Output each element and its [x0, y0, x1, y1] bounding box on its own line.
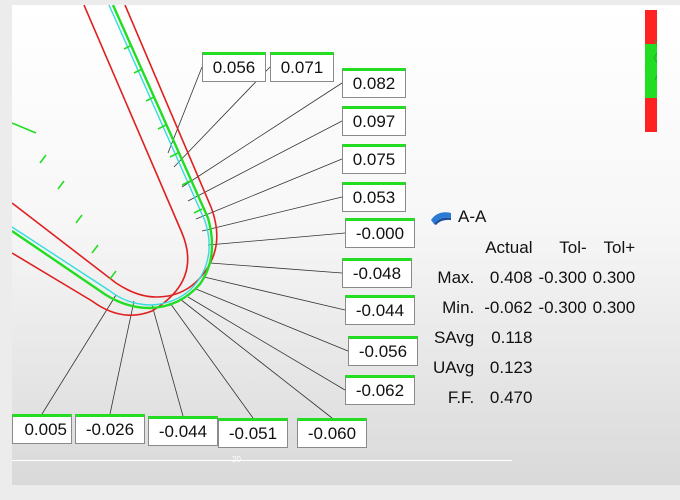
deviation-label[interactable]: 0.075 [342, 144, 406, 174]
deviation-colorbar[interactable] [645, 10, 657, 132]
deviation-label[interactable]: -0.000 [345, 218, 415, 248]
leader-line [169, 302, 254, 419]
row-label: UAvg [433, 358, 475, 377]
scale-bar-value: 20 [232, 455, 241, 464]
leader-line [195, 288, 349, 352]
deviation-label[interactable]: 0.082 [342, 68, 406, 98]
stats-row-uavg: UAvg 0.123 [430, 353, 638, 383]
leader-line [187, 120, 343, 202]
leader-line [195, 158, 343, 220]
deviation-label[interactable]: -0.056 [348, 336, 418, 366]
column-header-tol-minus: Tol- [559, 238, 587, 257]
section-plane-icon [431, 212, 451, 225]
row-label: F.F. [447, 388, 475, 407]
column-header-actual: Actual [485, 238, 533, 257]
deviation-label[interactable]: -0.060 [297, 418, 367, 448]
deviation-label[interactable]: -0.051 [218, 418, 288, 448]
section-header: A-A [430, 205, 486, 229]
actual-value: 0.118 [491, 328, 533, 347]
leader-line [187, 296, 346, 391]
deviation-whiskers [12, 44, 203, 280]
stats-row-min: Min. -0.062 -0.300 0.300 [430, 293, 638, 323]
deviation-label[interactable]: 0.005 [12, 414, 72, 444]
stats-row-max: Max. 0.408 -0.300 0.300 [430, 263, 638, 293]
3d-viewport[interactable]: 0.056 0.071 0.082 0.097 0.075 0.053 -0.000 -0.0… [12, 5, 680, 485]
deviation-label[interactable]: 0.097 [342, 106, 406, 136]
row-label: Min. [442, 298, 475, 317]
section-statistics-table: Actual Tol- Tol+ Max. 0.408 -0.300 0.300… [430, 233, 638, 413]
leader-line [207, 232, 346, 246]
leader-line [179, 298, 333, 419]
leader-line [201, 196, 343, 232]
deviation-label[interactable]: -0.026 [75, 414, 145, 444]
tol-minus-value: -0.300 [538, 298, 587, 317]
stats-row-ff: F.F. 0.470 [430, 383, 638, 413]
leader-lines [41, 66, 349, 419]
nominal-outer-curve [12, 5, 189, 317]
actual-value: 0.123 [489, 358, 533, 377]
deviation-label[interactable]: 0.056 [202, 52, 266, 82]
row-label: Max. [437, 268, 475, 287]
tolerance-curve [12, 5, 210, 306]
scale-bar-line [12, 460, 512, 461]
leader-line [209, 262, 343, 274]
leader-line [181, 82, 343, 188]
leader-line [151, 304, 184, 417]
deviation-label[interactable]: -0.044 [148, 416, 218, 446]
deviation-label[interactable]: -0.048 [342, 258, 412, 288]
deviation-label[interactable]: -0.062 [345, 375, 415, 405]
actual-value: 0.408 [489, 268, 533, 287]
actual-value: -0.062 [484, 298, 533, 317]
deviation-label[interactable]: 0.071 [270, 52, 334, 82]
tol-plus-value: 0.300 [592, 298, 636, 317]
leader-line [173, 66, 271, 168]
row-label: SAvg [433, 328, 475, 347]
leader-line [109, 300, 135, 415]
tol-minus-value: -0.300 [538, 268, 587, 287]
tol-plus-value: 0.300 [592, 268, 636, 287]
leader-line [41, 294, 117, 415]
scale-bar: 20 [12, 455, 512, 467]
actual-value: 0.470 [489, 388, 533, 407]
leader-line [203, 276, 346, 311]
section-name: A-A [458, 207, 487, 226]
stats-row-savg: SAvg 0.118 [430, 323, 638, 353]
deviation-label[interactable]: -0.044 [345, 295, 415, 325]
measured-curve [12, 5, 214, 310]
nominal-inner-curve [12, 5, 218, 298]
stats-header-row: Actual Tol- Tol+ [430, 233, 638, 263]
section-geometry [12, 5, 349, 419]
column-header-tol-plus: Tol+ [603, 238, 636, 257]
deviation-label[interactable]: 0.053 [342, 182, 406, 212]
